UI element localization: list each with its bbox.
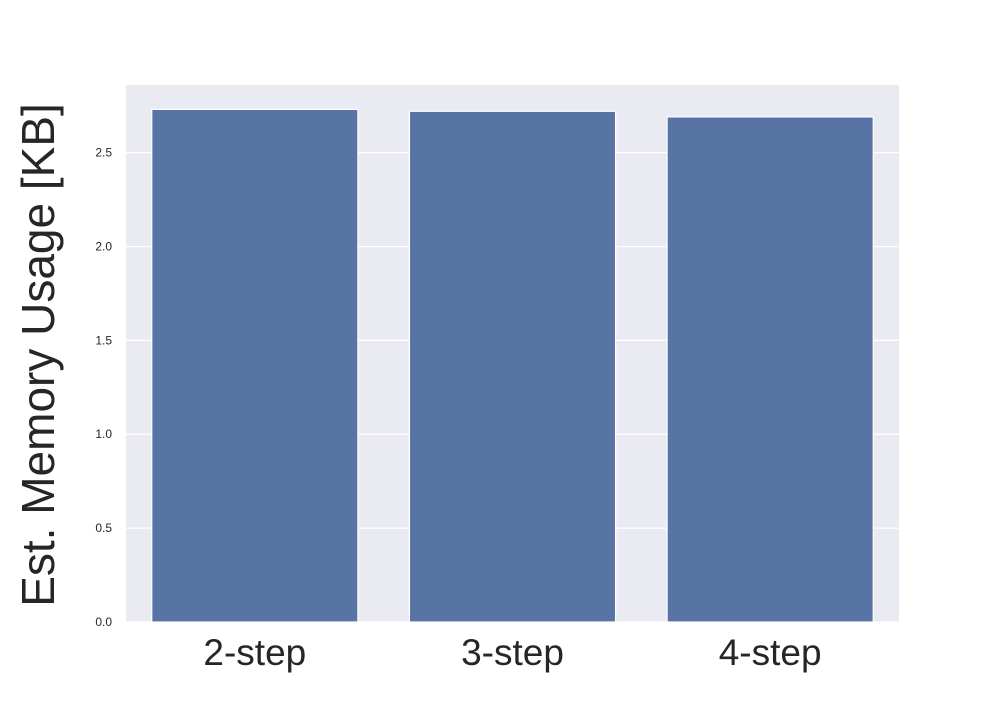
y-tick-label: 1.5 xyxy=(95,333,112,347)
y-tick-label: 1.0 xyxy=(95,427,112,441)
y-tick-label: 2.0 xyxy=(95,239,112,253)
bar-3-step xyxy=(408,110,617,623)
x-tick-labels: 2-step 3-step 4-step xyxy=(203,632,821,673)
x-tick-label: 2-step xyxy=(203,632,306,673)
y-tick-label: 0.5 xyxy=(95,521,112,535)
y-tick-label: 0.0 xyxy=(95,615,112,629)
y-axis-label: Est. Memory Usage [KB] xyxy=(12,103,64,607)
y-tick-labels: 0.0 0.5 1.0 1.5 2.0 2.5 xyxy=(95,146,112,629)
bars xyxy=(151,108,874,623)
bar-2-step xyxy=(151,108,359,623)
y-tick-label: 2.5 xyxy=(95,146,112,160)
x-tick-label: 3-step xyxy=(461,632,564,673)
x-tick-label: 4-step xyxy=(719,632,822,673)
bar-4-step xyxy=(666,116,874,623)
